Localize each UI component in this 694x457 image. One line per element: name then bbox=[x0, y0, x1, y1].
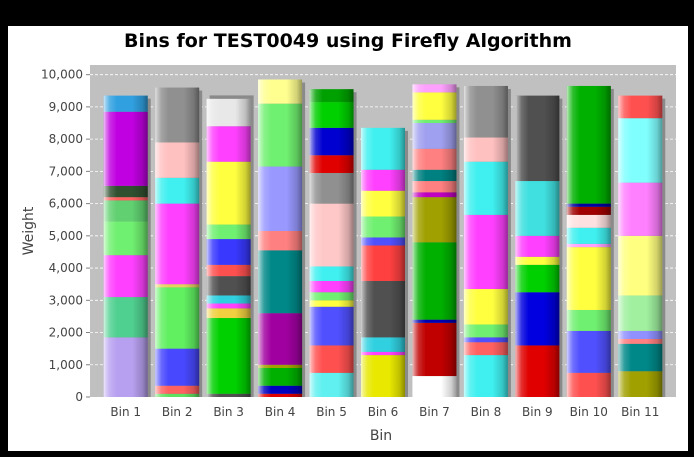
bar-stack bbox=[258, 79, 306, 397]
bar-highlight bbox=[361, 127, 405, 397]
y-tick-label: 5,000 bbox=[49, 229, 83, 243]
bar-stack bbox=[515, 95, 563, 397]
bar-stack bbox=[566, 85, 614, 398]
x-axis-ticks: Bin 1 Bin 2 Bin 3 Bin 4 Bin 5 Bin 6 Bin 7 Bin 8… bbox=[110, 405, 659, 419]
bar-highlight bbox=[566, 85, 611, 398]
bar-highlight bbox=[412, 84, 457, 397]
bar-stack bbox=[463, 85, 511, 398]
bar-highlight bbox=[103, 95, 148, 397]
y-axis-ticks: 0 1,000 2,000 3,000 4,000 5,000 6,000 7,000 8,00… bbox=[41, 68, 90, 404]
x-tick-label: Bin 3 bbox=[213, 405, 244, 419]
bar-highlight bbox=[155, 87, 200, 397]
bar-stack bbox=[361, 127, 408, 397]
bar-stack bbox=[155, 87, 203, 397]
bar-highlight bbox=[258, 79, 303, 397]
x-tick-label: Bin 7 bbox=[419, 405, 450, 419]
bar-stack bbox=[618, 95, 666, 397]
y-tick-label: 10,000 bbox=[41, 68, 83, 82]
x-axis-label: Bin bbox=[370, 428, 392, 444]
x-tick-label: Bin 8 bbox=[471, 405, 502, 419]
x-tick-label: Bin 4 bbox=[265, 405, 296, 419]
y-tick-label: 7,000 bbox=[49, 164, 83, 178]
bar-highlight bbox=[618, 95, 663, 397]
y-tick-label: 6,000 bbox=[49, 197, 83, 211]
y-tick-label: 1,000 bbox=[49, 358, 83, 372]
bar-stack bbox=[206, 95, 254, 397]
bar-stack bbox=[309, 89, 357, 398]
x-tick-label: Bin 2 bbox=[162, 405, 193, 419]
x-tick-label: Bin 6 bbox=[368, 405, 399, 419]
x-tick-label: Bin 5 bbox=[316, 405, 347, 419]
bars-layer bbox=[103, 79, 666, 398]
bar-stack bbox=[412, 84, 460, 397]
x-tick-label: Bin 11 bbox=[621, 405, 659, 419]
y-axis-label: Weight bbox=[21, 206, 37, 255]
bar-highlight bbox=[515, 95, 560, 397]
bar-highlight bbox=[309, 89, 354, 398]
y-tick-label: 8,000 bbox=[49, 132, 83, 146]
y-tick-label: 0 bbox=[75, 390, 83, 404]
y-tick-label: 3,000 bbox=[49, 293, 83, 307]
bar-highlight bbox=[206, 98, 251, 397]
y-tick-label: 2,000 bbox=[49, 326, 83, 340]
y-tick-label: 4,000 bbox=[49, 261, 83, 275]
chart-title: Bins for TEST0049 using Firefly Algorith… bbox=[124, 30, 572, 52]
x-tick-label: Bin 10 bbox=[570, 405, 608, 419]
x-tick-label: Bin 1 bbox=[110, 405, 141, 419]
bar-highlight bbox=[463, 85, 508, 398]
x-tick-label: Bin 9 bbox=[522, 405, 553, 419]
y-tick-label: 9,000 bbox=[49, 100, 83, 114]
bar-stack bbox=[103, 95, 151, 397]
